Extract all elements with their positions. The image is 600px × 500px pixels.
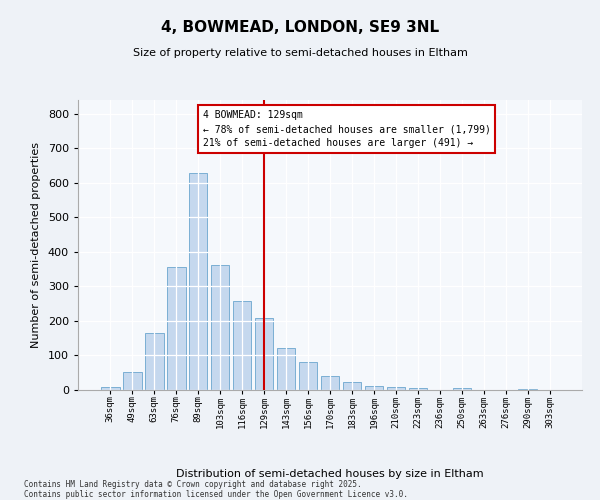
Bar — [101, 387, 119, 390]
Text: 4 BOWMEAD: 129sqm
← 78% of semi-detached houses are smaller (1,799)
21% of semi-: 4 BOWMEAD: 129sqm ← 78% of semi-detached… — [203, 110, 490, 148]
Text: Size of property relative to semi-detached houses in Eltham: Size of property relative to semi-detach… — [133, 48, 467, 58]
Bar — [299, 362, 317, 390]
Bar — [320, 376, 340, 390]
Bar — [343, 382, 361, 390]
Bar — [123, 372, 142, 390]
Bar — [189, 172, 208, 390]
Bar — [277, 348, 295, 390]
X-axis label: Distribution of semi-detached houses by size in Eltham: Distribution of semi-detached houses by … — [176, 470, 484, 480]
Bar — [518, 388, 537, 390]
Bar — [255, 318, 274, 390]
Bar — [167, 268, 185, 390]
Text: 4, BOWMEAD, LONDON, SE9 3NL: 4, BOWMEAD, LONDON, SE9 3NL — [161, 20, 439, 35]
Bar — [452, 388, 471, 390]
Y-axis label: Number of semi-detached properties: Number of semi-detached properties — [31, 142, 41, 348]
Bar — [233, 301, 251, 390]
Bar — [386, 386, 405, 390]
Bar — [365, 386, 383, 390]
Text: Contains HM Land Registry data © Crown copyright and database right 2025.
Contai: Contains HM Land Registry data © Crown c… — [24, 480, 408, 500]
Bar — [211, 264, 229, 390]
Bar — [409, 388, 427, 390]
Bar — [145, 333, 164, 390]
